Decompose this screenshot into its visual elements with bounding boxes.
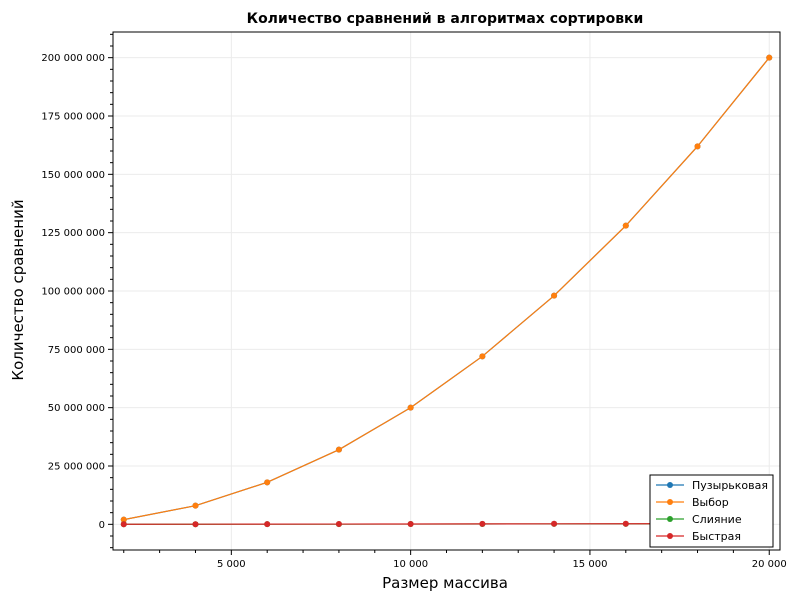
data-point	[335, 521, 342, 528]
y-tick-label: 0	[99, 520, 105, 531]
data-point	[192, 521, 199, 528]
y-tick-label: 100 000 000	[41, 287, 105, 298]
data-point	[551, 292, 558, 299]
series-line	[123, 57, 770, 521]
legend-label: Быстрая	[692, 530, 741, 543]
y-tick-label: 175 000 000	[41, 112, 105, 123]
grid	[113, 32, 780, 550]
x-tick-label: 5 000	[217, 559, 246, 570]
data-point	[479, 520, 486, 527]
legend-label: Пузырьковая	[692, 479, 768, 492]
data-point	[264, 521, 271, 528]
data-point	[622, 520, 629, 527]
legend-item: Слияние	[656, 513, 742, 526]
y-tick-label: 150 000 000	[41, 170, 105, 181]
data-point	[551, 520, 558, 527]
series-1	[120, 54, 773, 523]
x-tick-label: 10 000	[393, 559, 428, 570]
y-tick-label: 200 000 000	[41, 53, 105, 64]
legend-item: Быстрая	[656, 530, 741, 543]
y-tick-label: 125 000 000	[41, 228, 105, 239]
legend-item: Выбор	[656, 496, 729, 509]
y-tick-label: 25 000 000	[48, 462, 105, 473]
legend-label: Выбор	[692, 496, 729, 509]
legend-swatch-marker	[667, 499, 673, 505]
legend-swatch-marker	[667, 533, 673, 539]
series-layer	[120, 54, 773, 528]
y-axis-label: Количество сравнений	[9, 199, 27, 380]
data-point	[694, 143, 701, 150]
legend-swatch-marker	[667, 482, 673, 488]
x-axis: 5 000 10 000 15 000 20 000	[123, 550, 787, 570]
y-tick-label: 50 000 000	[48, 403, 105, 414]
y-tick-label: 75 000 000	[48, 345, 105, 356]
data-point	[407, 520, 414, 527]
data-point	[120, 521, 127, 528]
data-point	[192, 502, 199, 509]
data-point	[335, 446, 342, 453]
data-point	[622, 222, 629, 229]
data-point	[120, 516, 127, 523]
y-axis: 0 25 000 000 50 000 000 75 000 000 100 000 0…	[41, 33, 113, 549]
legend-swatch-marker	[667, 516, 673, 522]
data-point	[479, 353, 486, 360]
x-tick-label: 20 000	[752, 559, 787, 570]
chart-title: Количество сравнений в алгоритмах сортир…	[247, 11, 644, 27]
legend-label: Слияние	[692, 513, 742, 526]
x-tick-label: 15 000	[572, 559, 607, 570]
x-axis-label: Размер массива	[382, 574, 508, 592]
legend-item: Пузырьковая	[656, 479, 768, 492]
legend: Пузырьковая Выбор Слияние Быстрая	[649, 474, 774, 548]
series-0	[120, 54, 773, 523]
series-line	[123, 57, 770, 521]
data-point	[264, 479, 271, 486]
data-point	[766, 54, 773, 61]
data-point	[407, 404, 414, 411]
